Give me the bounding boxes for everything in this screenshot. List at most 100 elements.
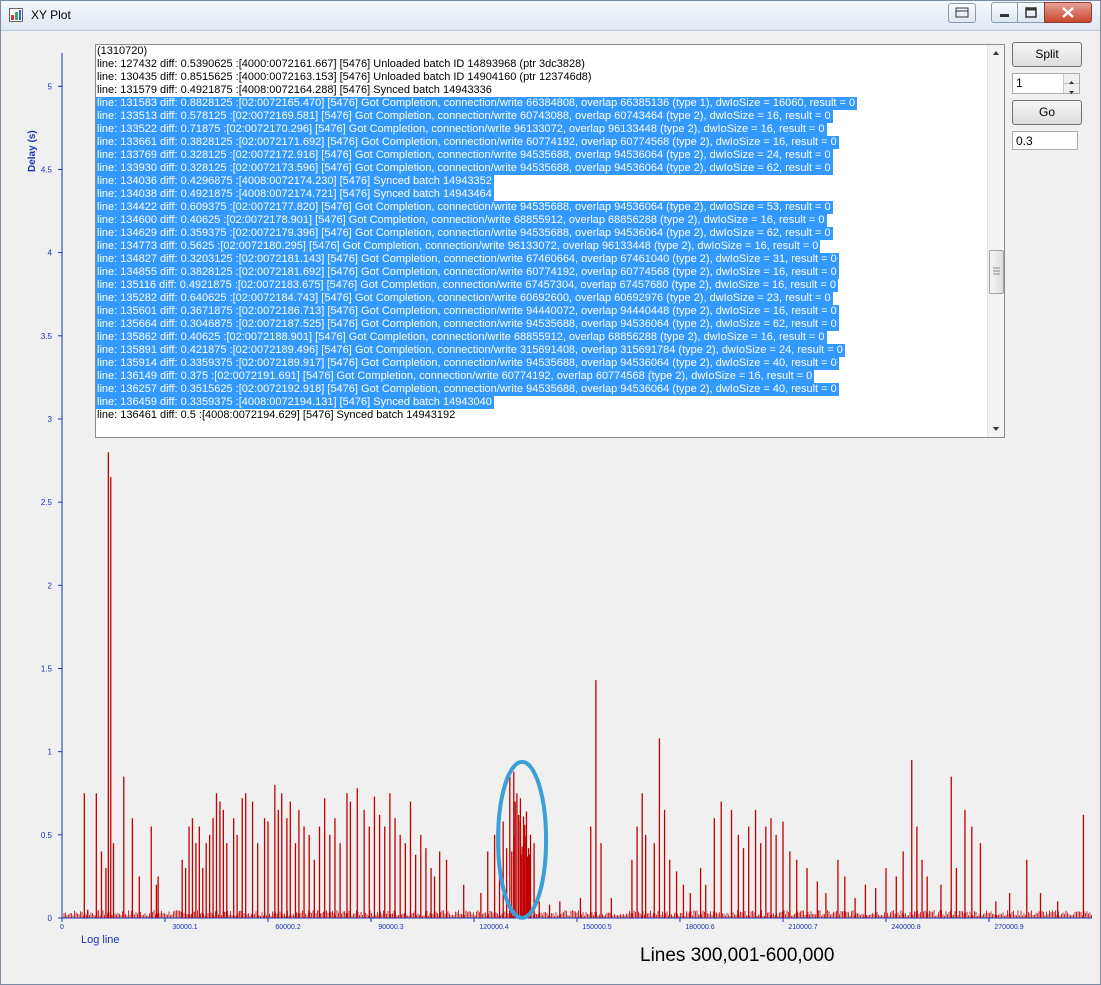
scroll-up-arrow-icon (993, 51, 999, 55)
log-lines: (1310720) line: 127432 diff: 0.5390625 :[… (96, 45, 987, 422)
log-line-text: line: 135862 diff: 0.40625 :[02:0072188.… (96, 331, 827, 344)
baseline-noise (63, 910, 1092, 918)
y-tick-label: 1.5 (41, 664, 53, 673)
log-line-text: line: 134629 diff: 0.359375 :[02:0072179… (96, 227, 833, 240)
log-line-text: line: 134422 diff: 0.609375 :[02:0072177… (96, 201, 833, 214)
client-area: 0 0.5 1 1.5 2 2.5 3 3.5 4 4.5 5 0 30000.1 60000.2 9000… (9, 32, 1092, 977)
log-line[interactable]: line: 134600 diff: 0.40625 :[02:0072178.… (96, 214, 987, 227)
go-button[interactable]: Go (1012, 100, 1082, 125)
split-count-stepper[interactable]: 1 (1012, 73, 1080, 94)
x-tick-label: 30000.1 (172, 924, 197, 931)
delay-plot[interactable]: 0 0.5 1 1.5 2 2.5 3 3.5 4 4.5 5 0 30000.1 60000.2 9000… (9, 32, 1092, 977)
x-tick-label: 240000.8 (891, 924, 920, 931)
log-line[interactable]: line: 136257 diff: 0.3515625 :[02:007219… (96, 383, 987, 396)
y-tick-label: 5 (48, 82, 53, 91)
x-tick-label: 90000.3 (378, 924, 403, 931)
log-line-text: line: 127432 diff: 0.5390625 :[4000:0072… (97, 58, 585, 70)
scroll-up-button[interactable] (988, 45, 1004, 61)
stepper-buttons (1063, 74, 1079, 94)
x-tick-label: 120000.4 (479, 924, 508, 931)
x-tick-label: 180000.6 (685, 924, 714, 931)
stepper-up-icon (1069, 81, 1074, 84)
chart-app-icon (9, 8, 23, 22)
log-line[interactable]: (1310720) (96, 45, 987, 58)
log-line-text: line: 134036 diff: 0.4296875 :[4008:0072… (96, 175, 494, 188)
maximize-icon (1025, 7, 1037, 18)
maximize-button[interactable] (1017, 2, 1045, 23)
y-axis-title: Delay (s) (27, 130, 38, 172)
window-menu-button[interactable] (948, 3, 976, 23)
log-line-text: line: 131579 diff: 0.4921875 :[4008:0072… (97, 84, 492, 96)
log-line[interactable]: line: 134036 diff: 0.4296875 :[4008:0072… (96, 175, 987, 188)
log-line-text: line: 135601 diff: 0.3671875 :[02:007218… (96, 305, 839, 318)
log-line-text: line: 134038 diff: 0.4921875 :[4008:0072… (96, 188, 494, 201)
log-line[interactable]: line: 134773 diff: 0.5625 :[02:0072180.2… (96, 240, 987, 253)
close-icon (1062, 7, 1074, 18)
threshold-input[interactable]: 0.3 (1012, 131, 1078, 150)
log-line[interactable]: line: 131583 diff: 0.8828125 :[02:007216… (96, 97, 987, 110)
log-line-text: line: 133661 diff: 0.3828125 :[02:007217… (96, 136, 839, 149)
title-bar[interactable]: XY Plot (1, 1, 1100, 31)
stepper-up-button[interactable] (1064, 74, 1079, 84)
y-tick-label: 4.5 (41, 165, 53, 174)
y-tick-label: 3 (48, 415, 53, 424)
x-tick-label: 150000.5 (582, 924, 611, 931)
log-line[interactable]: line: 133930 diff: 0.328125 :[02:0072173… (96, 162, 987, 175)
log-scrollbar[interactable] (987, 45, 1004, 437)
log-line[interactable]: line: 133661 diff: 0.3828125 :[02:007217… (96, 136, 987, 149)
x-axis-title: Log line (81, 934, 120, 946)
stepper-down-button[interactable] (1064, 84, 1079, 94)
y-tick-label: 2.5 (41, 498, 53, 507)
log-line-text: line: 135282 diff: 0.640625 :[02:0072184… (96, 292, 833, 305)
log-line[interactable]: line: 135664 diff: 0.3046875 :[02:007218… (96, 318, 987, 331)
log-line-text: line: 134600 diff: 0.40625 :[02:0072178.… (96, 214, 827, 227)
log-line[interactable]: line: 135601 diff: 0.3671875 :[02:007218… (96, 305, 987, 318)
log-line[interactable]: line: 136459 diff: 0.3359375 :[4008:0072… (96, 396, 987, 409)
range-caption: Lines 300,001-600,000 (640, 945, 835, 966)
log-line[interactable]: line: 133522 diff: 0.71875 :[02:0072170.… (96, 123, 987, 136)
scroll-thumb[interactable] (989, 250, 1004, 294)
log-line[interactable]: line: 135282 diff: 0.640625 :[02:0072184… (96, 292, 987, 305)
y-tick-label: 2 (48, 581, 53, 590)
log-line-text: line: 133930 diff: 0.328125 :[02:0072173… (96, 162, 833, 175)
log-line[interactable]: line: 134422 diff: 0.609375 :[02:0072177… (96, 201, 987, 214)
log-line-text: line: 136257 diff: 0.3515625 :[02:007219… (96, 383, 839, 396)
y-tick-label: 3.5 (41, 332, 53, 341)
log-listbox[interactable]: (1310720) line: 127432 diff: 0.5390625 :[… (95, 44, 1005, 438)
x-tick-label: 0 (60, 924, 64, 931)
log-line[interactable]: line: 135862 diff: 0.40625 :[02:0072188.… (96, 331, 987, 344)
log-line[interactable]: line: 134629 diff: 0.359375 :[02:0072179… (96, 227, 987, 240)
log-line[interactable]: line: 135116 diff: 0.4921875 :[02:007218… (96, 279, 987, 292)
stepper-down-icon (1069, 91, 1074, 94)
log-line-text: line: 136149 diff: 0.375 :[02:0072191.69… (96, 370, 815, 383)
minimize-button[interactable] (991, 2, 1019, 23)
log-line[interactable]: line: 131579 diff: 0.4921875 :[4008:0072… (96, 84, 987, 97)
log-line-text: line: 133769 diff: 0.328125 :[02:0072172… (96, 149, 833, 162)
log-line-text: line: 134855 diff: 0.3828125 :[02:007218… (96, 266, 839, 279)
log-line[interactable]: line: 135914 diff: 0.3359375 :[02:007218… (96, 357, 987, 370)
log-line-text: line: 135891 diff: 0.421875 :[02:0072189… (96, 344, 845, 357)
log-line[interactable]: line: 135891 diff: 0.421875 :[02:0072189… (96, 344, 987, 357)
split-button[interactable]: Split (1012, 42, 1082, 67)
log-line[interactable]: line: 134038 diff: 0.4921875 :[4008:0072… (96, 188, 987, 201)
log-line[interactable]: line: 136461 diff: 0.5 :[4008:0072194.62… (96, 409, 987, 422)
window-title: XY Plot (31, 8, 71, 22)
log-line[interactable]: line: 134855 diff: 0.3828125 :[02:007218… (96, 266, 987, 279)
split-count-value: 1 (1016, 76, 1023, 90)
log-line[interactable]: line: 133513 diff: 0.578125 :[02:0072169… (96, 110, 987, 123)
scroll-grip-icon (993, 267, 1000, 275)
log-line[interactable]: line: 127432 diff: 0.5390625 :[4000:0072… (96, 58, 987, 71)
log-line-text: line: 133522 diff: 0.71875 :[02:0072170.… (96, 123, 827, 136)
x-tick-label: 270000.9 (994, 924, 1023, 931)
minimize-icon (1000, 14, 1009, 17)
log-line[interactable]: line: 133769 diff: 0.328125 :[02:0072172… (96, 149, 987, 162)
scroll-down-button[interactable] (988, 421, 1004, 437)
log-line-text: line: 136461 diff: 0.5 :[4008:0072194.62… (97, 409, 456, 421)
log-line[interactable]: line: 136149 diff: 0.375 :[02:0072191.69… (96, 370, 987, 383)
log-line[interactable]: line: 134827 diff: 0.3203125 :[02:007218… (96, 253, 987, 266)
log-line-text: line: 135914 diff: 0.3359375 :[02:007218… (96, 357, 839, 370)
close-button[interactable] (1044, 2, 1092, 23)
log-line[interactable]: line: 130435 diff: 0.8515625 :[4000:0072… (96, 71, 987, 84)
log-line-text: line: 133513 diff: 0.578125 :[02:0072169… (96, 110, 833, 123)
